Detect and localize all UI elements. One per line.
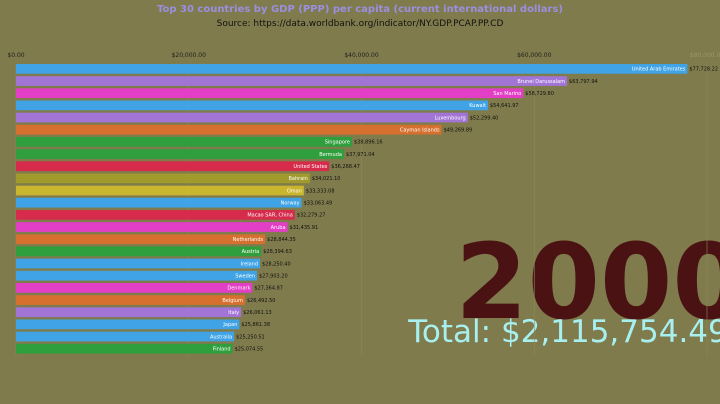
bar <box>16 319 240 330</box>
value-label: $63,797.94 <box>569 79 598 85</box>
value-label: $28,250.40 <box>262 261 291 267</box>
bar <box>16 124 442 135</box>
bar <box>16 307 242 318</box>
bar-name: Bermuda <box>319 152 342 158</box>
bar <box>16 76 568 86</box>
value-label: $31,435.91 <box>290 225 319 231</box>
bar-name: Finland <box>213 347 231 353</box>
chart-subtitle: Source: https://data.worldbank.org/indic… <box>217 19 504 29</box>
bar-name: Denmark <box>227 286 250 292</box>
bar <box>16 331 235 342</box>
x-tick-label: $20,000.00 <box>172 52 207 59</box>
bar <box>16 112 468 123</box>
value-label: $37,971.04 <box>346 152 375 158</box>
bar-name: Bahrain <box>289 176 308 182</box>
value-label: $28,844.35 <box>267 237 296 243</box>
bar-name: Aruba <box>271 225 286 231</box>
bar-name: Belgium <box>222 298 243 304</box>
value-label: $58,729.80 <box>525 91 554 97</box>
total-label: Total: $2,115,754.49 <box>407 314 720 350</box>
bar-name: San Marino <box>493 91 521 97</box>
value-label: $34,021.10 <box>312 176 341 182</box>
bar <box>16 173 310 184</box>
bar-name: United States <box>293 164 327 170</box>
value-label: $33,063.49 <box>304 201 333 207</box>
value-label: $25,250.51 <box>236 334 265 340</box>
bar-name: Norway <box>281 201 300 207</box>
x-tick-label: $80,000.00 <box>690 52 720 59</box>
value-label: $26,061.13 <box>243 310 272 316</box>
value-label: $33,333.08 <box>306 188 335 194</box>
value-label: $32,279.27 <box>297 213 326 219</box>
bar-name: Kuwait <box>469 103 486 109</box>
bar <box>16 234 266 245</box>
bar <box>16 222 288 232</box>
value-label: $27,903.20 <box>259 274 288 280</box>
bar <box>16 149 344 159</box>
bar <box>16 64 688 74</box>
value-label: $54,641.97 <box>490 103 519 109</box>
value-label: $36,268.47 <box>331 164 360 170</box>
x-tick-label: $0.00 <box>7 52 24 59</box>
bar-name: Austria <box>242 249 260 255</box>
value-label: $77,728.22 <box>689 67 718 73</box>
value-label: $28,394.63 <box>263 249 292 255</box>
bar-name: Ireland <box>241 261 258 267</box>
year-label: 2000 <box>455 221 720 343</box>
value-label: $49,269.89 <box>444 128 473 134</box>
bar <box>16 246 262 257</box>
bar <box>16 283 253 293</box>
bar <box>16 258 261 269</box>
value-label: $25,861.38 <box>241 322 270 328</box>
bar <box>16 295 245 305</box>
bar-name: Oman <box>287 188 302 194</box>
x-tick-label: $60,000.00 <box>517 52 552 59</box>
bar-name: United Arab Emirates <box>632 67 686 73</box>
bar-name: Macao SAR, China <box>247 213 292 219</box>
bar-name: Netherlands <box>233 237 264 243</box>
value-label: $26,492.50 <box>247 298 276 304</box>
chart-title: Top 30 countries by GDP (PPP) per capita… <box>157 4 563 15</box>
bar <box>16 185 304 196</box>
bar-name: Italy <box>228 310 239 316</box>
bar <box>16 100 488 111</box>
bar <box>16 88 524 99</box>
bar <box>16 270 258 281</box>
bar <box>16 343 233 354</box>
bar <box>16 197 302 208</box>
bar-name: Brunei Darussalam <box>517 79 565 85</box>
bar-name: Singapore <box>325 140 350 146</box>
bar <box>16 210 295 220</box>
x-tick-label: $40,000.00 <box>344 52 379 59</box>
bar-name: Sweden <box>235 274 255 280</box>
value-label: $27,364.87 <box>254 286 283 292</box>
bar-name: Cayman Islands <box>400 128 440 134</box>
value-label: $52,299.40 <box>470 115 499 121</box>
value-label: $38,896.16 <box>354 140 383 146</box>
bar-name: Australia <box>210 334 232 340</box>
bar-name: Luxembourg <box>435 115 466 121</box>
bar <box>16 161 330 172</box>
value-label: $25,074.55 <box>235 347 264 353</box>
bar-name: Japan <box>222 322 237 328</box>
bar <box>16 137 352 147</box>
